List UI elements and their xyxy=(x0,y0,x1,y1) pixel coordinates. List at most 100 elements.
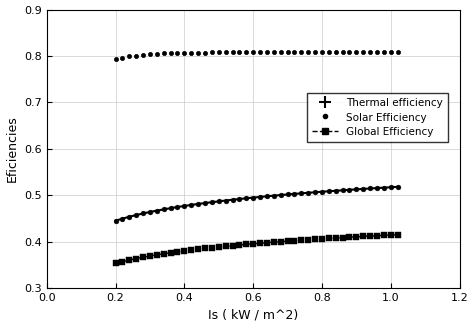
Global Efficiency xyxy=(174,250,180,254)
Global Efficiency xyxy=(395,233,401,237)
Global Efficiency xyxy=(292,239,297,243)
Solar Efficiency xyxy=(388,50,393,54)
Solar Efficiency xyxy=(326,50,332,54)
Global Efficiency xyxy=(381,233,387,237)
Global Efficiency xyxy=(257,241,263,245)
Solar Efficiency xyxy=(333,50,338,54)
Global Efficiency xyxy=(244,242,249,246)
Global Efficiency xyxy=(154,253,160,257)
Solar Efficiency xyxy=(312,50,318,54)
Global Efficiency xyxy=(202,247,208,250)
Thermal efficiency xyxy=(202,201,208,205)
Global Efficiency xyxy=(367,234,373,238)
Thermal efficiency xyxy=(244,196,249,200)
Global Efficiency xyxy=(299,238,304,242)
Solar Efficiency xyxy=(202,51,208,55)
Thermal efficiency xyxy=(340,188,346,192)
Thermal efficiency xyxy=(230,198,236,202)
Solar Efficiency xyxy=(182,51,187,55)
Solar Efficiency xyxy=(319,50,325,54)
Thermal efficiency xyxy=(174,205,180,209)
Global Efficiency xyxy=(374,234,380,238)
Solar Efficiency xyxy=(367,50,373,54)
Global Efficiency xyxy=(133,257,139,261)
Thermal efficiency xyxy=(299,191,304,195)
Solar Efficiency xyxy=(374,50,380,54)
Thermal efficiency xyxy=(271,194,277,198)
Solar Efficiency xyxy=(168,51,173,55)
Thermal efficiency xyxy=(257,195,263,199)
Global Efficiency xyxy=(140,255,146,259)
Thermal efficiency xyxy=(388,185,393,189)
Solar Efficiency xyxy=(305,50,311,54)
Solar Efficiency xyxy=(237,50,242,54)
Solar Efficiency xyxy=(195,51,201,55)
Thermal efficiency xyxy=(182,204,187,208)
Solar Efficiency xyxy=(395,50,401,54)
Solar Efficiency xyxy=(346,50,352,54)
Thermal efficiency xyxy=(133,213,139,217)
Solar Efficiency xyxy=(230,50,236,54)
Solar Efficiency xyxy=(271,50,277,54)
Global Efficiency xyxy=(182,249,187,253)
Solar Efficiency xyxy=(133,54,139,58)
Thermal efficiency xyxy=(264,194,270,198)
Thermal efficiency xyxy=(381,186,387,190)
Global Efficiency xyxy=(188,248,194,252)
Global Efficiency xyxy=(168,251,173,255)
Thermal efficiency xyxy=(395,185,401,189)
Global Efficiency xyxy=(250,242,256,246)
Global Efficiency xyxy=(147,254,153,258)
Thermal efficiency xyxy=(188,203,194,207)
Global Efficiency xyxy=(326,236,332,240)
Solar Efficiency xyxy=(292,50,297,54)
Thermal efficiency xyxy=(354,187,359,191)
Solar Efficiency xyxy=(360,50,366,54)
Global Efficiency xyxy=(127,258,132,262)
Solar Efficiency xyxy=(257,50,263,54)
Solar Efficiency xyxy=(340,50,346,54)
Thermal efficiency xyxy=(119,217,125,221)
Global Efficiency xyxy=(223,244,228,248)
Global Efficiency xyxy=(360,234,366,238)
Solar Efficiency xyxy=(285,50,291,54)
Thermal efficiency xyxy=(168,206,173,210)
Thermal efficiency xyxy=(278,193,283,197)
Solar Efficiency xyxy=(127,55,132,59)
Thermal efficiency xyxy=(312,190,318,194)
Thermal efficiency xyxy=(154,209,160,213)
Thermal efficiency xyxy=(140,212,146,215)
Global Efficiency xyxy=(340,236,346,240)
Global Efficiency xyxy=(113,262,118,266)
Line: Global Efficiency: Global Efficiency xyxy=(113,232,401,266)
Solar Efficiency xyxy=(299,50,304,54)
Global Efficiency xyxy=(209,246,215,250)
Global Efficiency xyxy=(346,235,352,239)
Global Efficiency xyxy=(278,240,283,244)
Line: Thermal efficiency: Thermal efficiency xyxy=(113,184,400,223)
Global Efficiency xyxy=(312,237,318,241)
Solar Efficiency xyxy=(174,51,180,55)
Thermal efficiency xyxy=(367,186,373,190)
Thermal efficiency xyxy=(127,215,132,219)
Thermal efficiency xyxy=(237,197,242,201)
Solar Efficiency xyxy=(140,53,146,57)
Global Efficiency xyxy=(195,247,201,251)
Thermal efficiency xyxy=(333,189,338,193)
Global Efficiency xyxy=(119,260,125,264)
Global Efficiency xyxy=(305,238,311,242)
Global Efficiency xyxy=(333,236,338,240)
Global Efficiency xyxy=(161,252,166,256)
Solar Efficiency xyxy=(113,57,118,61)
Global Efficiency xyxy=(319,237,325,241)
Solar Efficiency xyxy=(161,51,166,55)
Global Efficiency xyxy=(216,245,221,249)
Solar Efficiency xyxy=(188,51,194,55)
Thermal efficiency xyxy=(326,189,332,193)
Solar Efficiency xyxy=(147,52,153,56)
Thermal efficiency xyxy=(292,192,297,196)
Global Efficiency xyxy=(230,244,236,248)
Thermal efficiency xyxy=(161,207,166,211)
Solar Efficiency xyxy=(216,50,221,54)
Global Efficiency xyxy=(354,235,359,239)
